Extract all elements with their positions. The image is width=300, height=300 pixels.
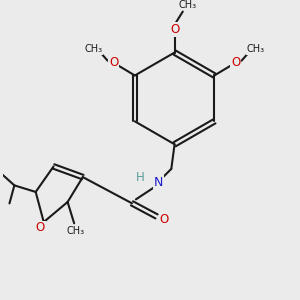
Text: O: O [170, 23, 179, 36]
Text: O: O [231, 56, 240, 69]
Text: CH₃: CH₃ [85, 44, 103, 54]
Text: CH₃: CH₃ [178, 0, 197, 10]
Text: CH₃: CH₃ [67, 226, 85, 236]
Text: N: N [154, 176, 163, 188]
Text: O: O [36, 221, 45, 234]
Text: H: H [136, 171, 145, 184]
Text: CH₃: CH₃ [246, 44, 264, 54]
Text: O: O [109, 56, 118, 69]
Text: O: O [159, 212, 168, 226]
